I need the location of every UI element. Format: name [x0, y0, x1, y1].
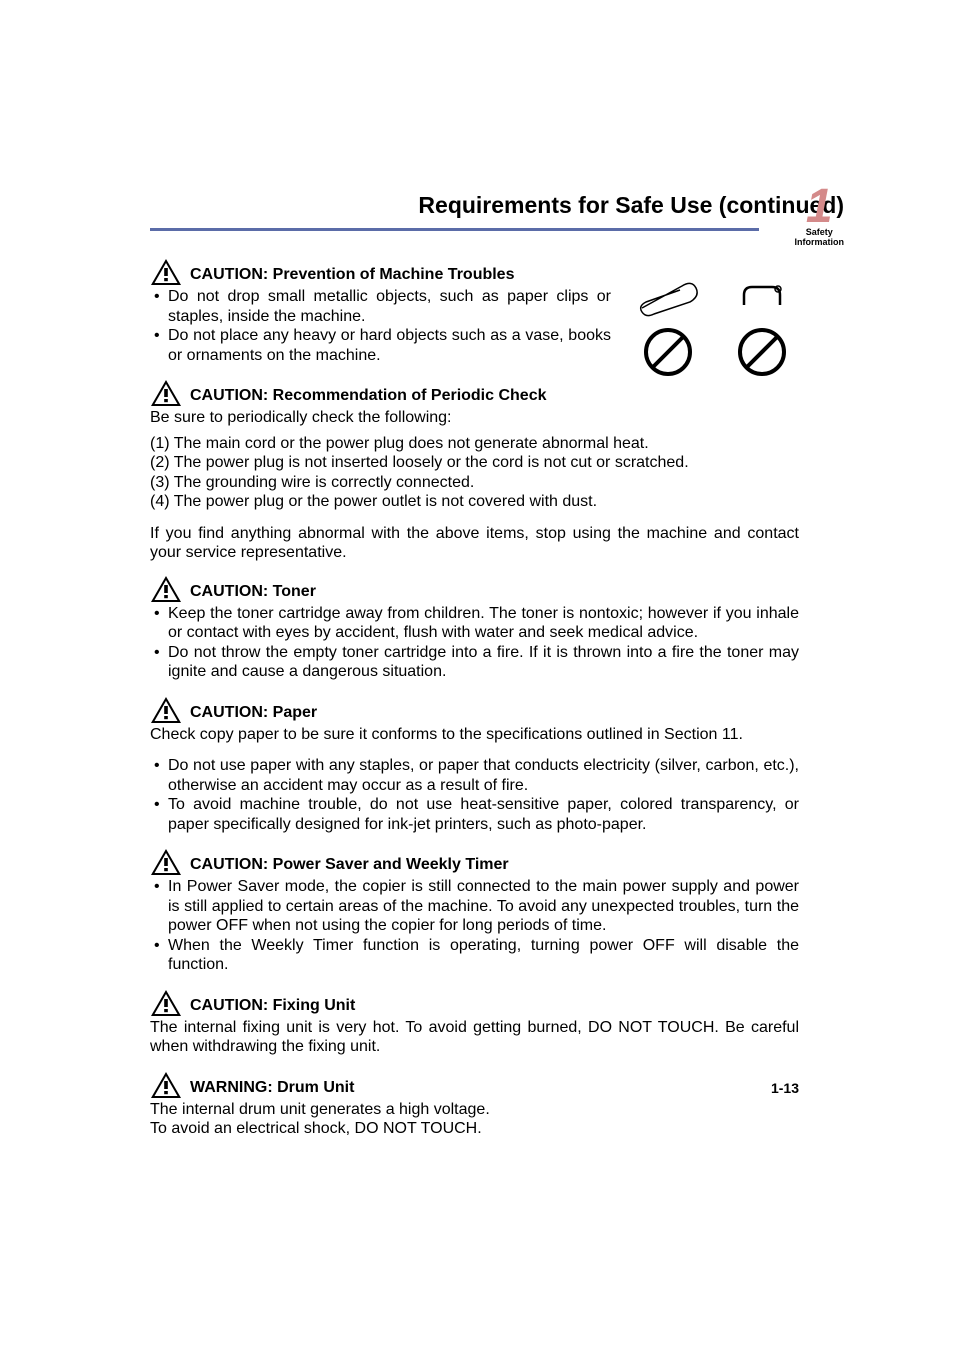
list-item: To avoid machine trouble, do not use hea…	[168, 795, 799, 834]
list-item: (1) The main cord or the power plug does…	[150, 434, 799, 454]
caution-title-periodic: CAUTION: Recommendation of Periodic Chec…	[190, 387, 547, 407]
warning-icon	[150, 1071, 182, 1099]
drum-line2: To avoid an electrical shock, DO NOT TOU…	[150, 1119, 799, 1139]
drum-line1: The internal drum unit generates a high …	[150, 1100, 799, 1120]
power-saver-bullets: In Power Saver mode, the copier is still…	[150, 877, 799, 975]
prohibit-icon	[642, 326, 694, 378]
periodic-intro: Be sure to periodically check the follow…	[150, 408, 611, 428]
caution-title-prevention: CAUTION: Prevention of Machine Troubles	[190, 266, 514, 286]
illustration-column	[631, 258, 799, 432]
chapter-number: 1	[795, 185, 845, 228]
list-item: Do not place any heavy or hard objects s…	[168, 326, 611, 365]
paper-intro: Check copy paper to be sure it conforms …	[150, 725, 799, 745]
section-drum: WARNING: Drum Unit The internal drum uni…	[150, 1071, 799, 1139]
list-item: In Power Saver mode, the copier is still…	[168, 877, 799, 936]
section-fixing: CAUTION: Fixing Unit The internal fixing…	[150, 989, 799, 1057]
caution-title-paper: CAUTION: Paper	[190, 704, 317, 724]
caution-header-fixing: CAUTION: Fixing Unit	[150, 989, 799, 1017]
warning-title-drum: WARNING: Drum Unit	[190, 1079, 354, 1099]
section-periodic-header: CAUTION: Recommendation of Periodic Chec…	[150, 379, 611, 428]
caution-title-toner: CAUTION: Toner	[190, 583, 316, 603]
prohibit-icon	[736, 326, 788, 378]
chapter-label-2: Information	[795, 238, 845, 248]
list-item: When the Weekly Timer function is operat…	[168, 936, 799, 975]
periodic-numbered-list: (1) The main cord or the power plug does…	[150, 434, 799, 512]
list-item: Do not drop small metallic objects, such…	[168, 287, 611, 326]
caution-header-periodic: CAUTION: Recommendation of Periodic Chec…	[150, 379, 611, 407]
staple-icon	[738, 281, 786, 313]
list-item: Do not use paper with any staples, or pa…	[168, 756, 799, 795]
warning-icon	[150, 989, 182, 1017]
caution-header-paper: CAUTION: Paper	[150, 696, 799, 724]
content: CAUTION: Prevention of Machine Troubles …	[150, 258, 799, 1153]
paper-bullets: Do not use paper with any staples, or pa…	[150, 756, 799, 834]
warning-icon	[150, 258, 182, 286]
periodic-note: If you find anything abnormal with the a…	[150, 524, 799, 563]
warning-icon	[150, 379, 182, 407]
section-power-saver: CAUTION: Power Saver and Weekly Timer In…	[150, 848, 799, 975]
caution-header-prevention: CAUTION: Prevention of Machine Troubles	[150, 258, 611, 286]
toner-bullets: Keep the toner cartridge away from child…	[150, 604, 799, 682]
page-header: Requirements for Safe Use (continued)	[150, 192, 844, 225]
page-title: Requirements for Safe Use (continued)	[418, 192, 844, 225]
caution-header-toner: CAUTION: Toner	[150, 575, 799, 603]
section-paper: CAUTION: Paper Check copy paper to be su…	[150, 696, 799, 835]
section-toner: CAUTION: Toner Keep the toner cartridge …	[150, 575, 799, 682]
list-item: Keep the toner cartridge away from child…	[168, 604, 799, 643]
caution-title-fixing: CAUTION: Fixing Unit	[190, 997, 355, 1017]
list-item: (2) The power plug is not inserted loose…	[150, 453, 799, 473]
section-prevention: CAUTION: Prevention of Machine Troubles …	[150, 258, 611, 365]
warning-icon	[150, 575, 182, 603]
list-item: (4) The power plug or the power outlet i…	[150, 492, 799, 512]
prevention-and-periodic-block: CAUTION: Prevention of Machine Troubles …	[150, 258, 799, 432]
list-item: Do not throw the empty toner cartridge i…	[168, 643, 799, 682]
list-item: (3) The grounding wire is correctly conn…	[150, 473, 799, 493]
caution-title-power-saver: CAUTION: Power Saver and Weekly Timer	[190, 856, 509, 876]
fixing-text: The internal fixing unit is very hot. To…	[150, 1018, 799, 1057]
caution-header-drum: WARNING: Drum Unit	[150, 1071, 799, 1099]
warning-icon	[150, 848, 182, 876]
prevention-bullets: Do not drop small metallic objects, such…	[150, 287, 611, 365]
header-rule	[150, 228, 759, 231]
paperclip-icon	[632, 276, 704, 318]
chapter-badge: 1 Safety Information	[795, 185, 845, 248]
warning-icon	[150, 696, 182, 724]
caution-header-power-saver: CAUTION: Power Saver and Weekly Timer	[150, 848, 799, 876]
page-number: 1-13	[771, 1080, 799, 1096]
